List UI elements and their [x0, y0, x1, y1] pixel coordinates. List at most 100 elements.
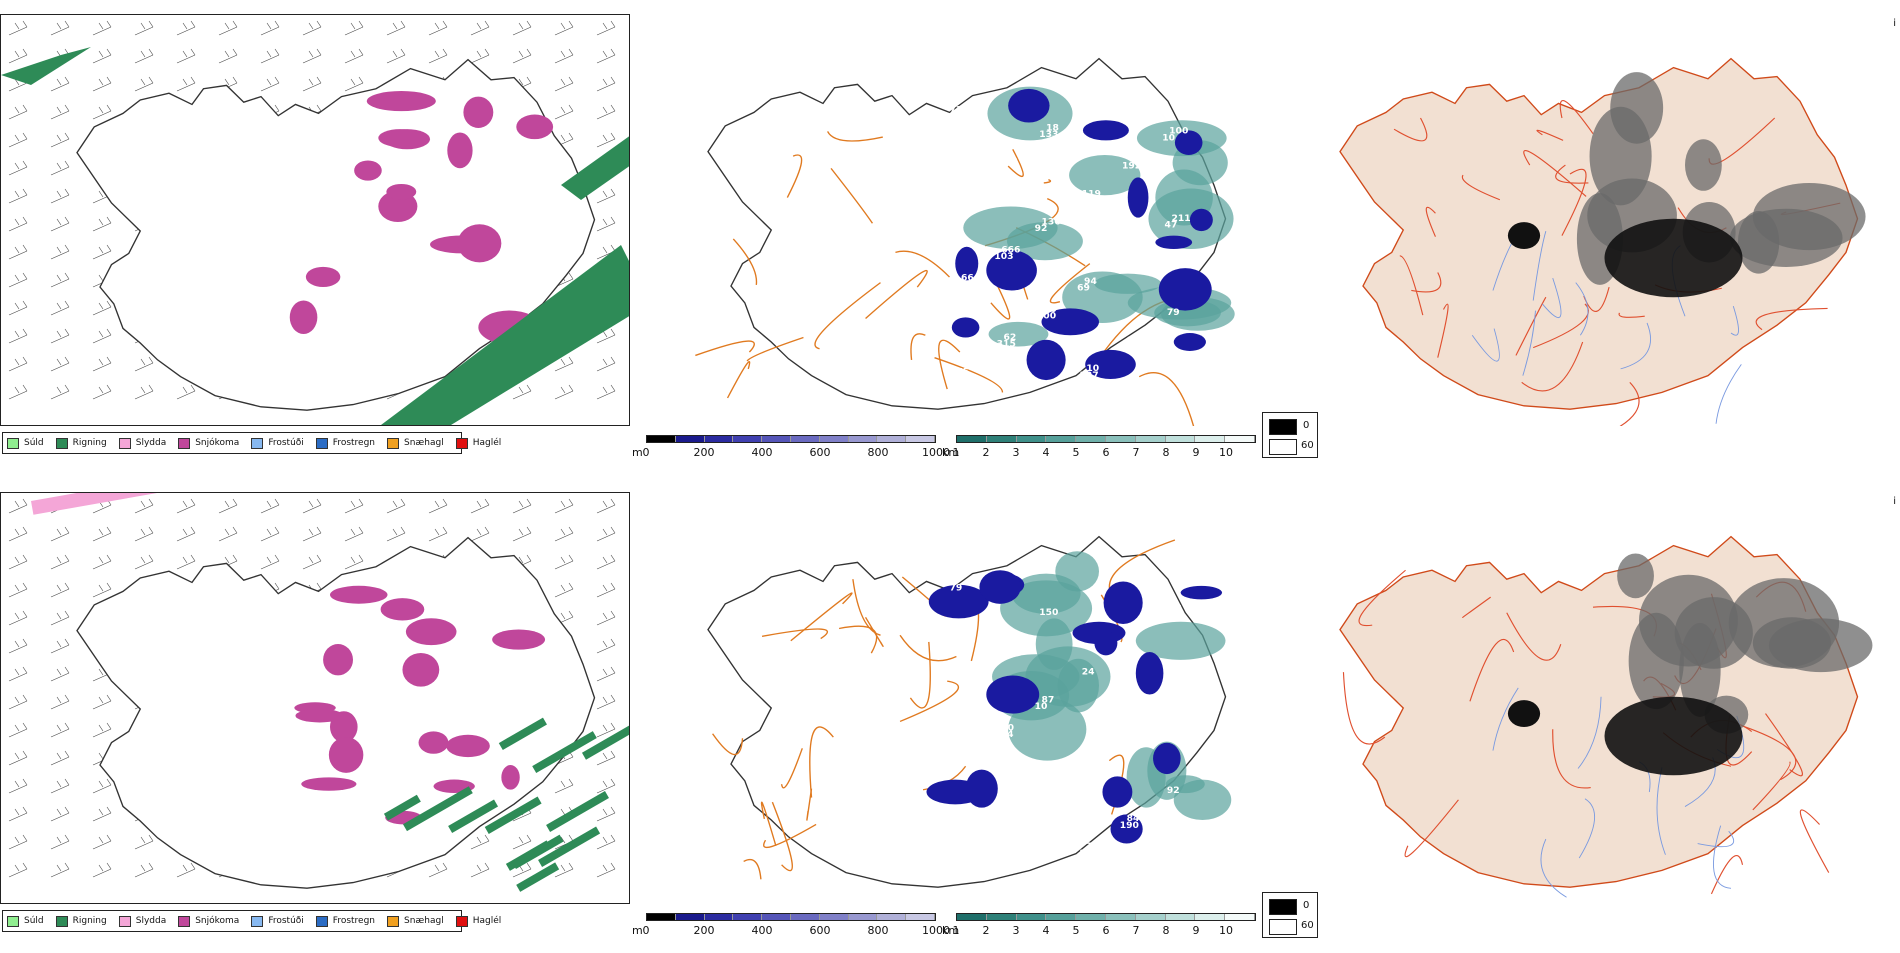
visibility-scale: km 1 2 3 4 5 6 7 8 9 10 [942, 435, 1262, 461]
color-bar-segment [848, 914, 878, 920]
ceiling-label: 136 [1042, 217, 1061, 227]
precip-legend-swatch [455, 437, 468, 449]
color-bar-segment [675, 914, 705, 920]
visibility-panel: UWC/DINI ISL IT: 26.01.2026 15Z VT: Mið.… [632, 478, 1262, 948]
precip-legend-label: Snjókoma [195, 438, 240, 448]
ceiling-label: 79 [956, 846, 969, 856]
precip-legend-item: Rigning [55, 437, 107, 449]
scale-tick: 8 [1162, 446, 1170, 459]
visibility-map: 73 86 92 69 18 10 16 103 100 327 192 47 151 315 133 119… [632, 14, 1262, 426]
scale-tick: 1000 [922, 924, 950, 937]
scale-tick: 2 [982, 446, 990, 459]
color-bar-segment [1195, 914, 1226, 920]
ceiling-label: 190 [1120, 821, 1139, 831]
scale-tick: 0 [642, 924, 650, 937]
ceiling-label: 111 [1077, 762, 1096, 772]
precip-legend-label: Frostregn [332, 438, 376, 448]
precip-legend-label: Slydda [135, 916, 167, 926]
precip-legend-label: Haglél [472, 916, 502, 926]
color-bar-segment [1135, 436, 1166, 442]
cloud-legend-swatch-60 [1269, 439, 1297, 455]
precip-legend-item: Súld [7, 915, 44, 927]
color-bar-segment [647, 436, 676, 442]
precip-legend-label: Súld [24, 916, 44, 926]
ceiling-label: 666 [1001, 245, 1020, 255]
precip-legend-item: Súld [7, 437, 44, 449]
precip-legend-label: Snjókoma [195, 916, 240, 926]
ceiling-label: 75 [956, 368, 969, 378]
ceiling-label: 78 [1124, 727, 1137, 737]
precip-legend-label: Snæhagl [404, 438, 444, 448]
color-bar [646, 913, 936, 921]
scale-tick: 10 [1219, 446, 1233, 459]
ceiling-label: 119 [1082, 189, 1101, 199]
ceiling-label: 18 [1086, 842, 1099, 852]
scale-unit: m [632, 446, 643, 459]
ceiling-labels: 73 86 92 69 18 10 16 103 100 327 192 47 151 315 133 119… [950, 105, 1191, 380]
precip-legend-label: Frostúði [268, 916, 304, 926]
precip-legend-item: Frostregn [315, 915, 375, 927]
fog-core [1604, 218, 1743, 298]
ceiling-label: 52 [1124, 249, 1137, 259]
scale-tick: 5 [1072, 446, 1080, 459]
precip-legend: Súld Rigning Slydda Snjókoma Frostúði Frostre… [2, 910, 501, 932]
fog-areas [1507, 72, 1866, 298]
precip-legend-swatch [118, 915, 131, 927]
color-bar [646, 435, 936, 443]
color-bar-segment [1225, 436, 1255, 442]
precip-legend-item: Rigning [55, 915, 107, 927]
scale-unit: km [942, 446, 960, 459]
color-bar-segment [1105, 436, 1136, 442]
precip-legend-swatch [455, 915, 468, 927]
ceiling-labels: 79 63 10 111 190 190 21 224 11 26 53 92 130 97 150 24 78… [950, 583, 1182, 858]
color-bar-segment [790, 914, 820, 920]
precip-map [0, 492, 630, 904]
rain-areas [31, 493, 629, 892]
scale-tick: 5 [1072, 924, 1080, 937]
ceiling-label: 63 [992, 643, 1005, 653]
ceiling-label: 130 [954, 758, 973, 768]
color-bar-segment [957, 914, 987, 920]
cloud-legend-label-0: 0 [1303, 420, 1310, 431]
ceiling-label: 80 [1044, 305, 1057, 315]
ceiling-label: 21 [952, 671, 965, 681]
ceiling-label: 97 [997, 818, 1010, 828]
snow-areas [294, 585, 546, 825]
ceiling-label: 10 [1162, 133, 1175, 143]
color-bar-segment [986, 436, 1017, 442]
scale-tick: 200 [693, 924, 715, 937]
ceiling-label: 82 [999, 636, 1012, 646]
snow-areas [289, 91, 554, 345]
ceiling-label: 60 [1001, 723, 1014, 733]
ceiling-label: 84 [1127, 814, 1140, 824]
ceiling-label: 66 [961, 273, 974, 283]
ceiling-label: 18 [1120, 343, 1133, 353]
ceiling-scale: m 0 200 400 600 800 1000 [632, 913, 950, 939]
ceiling-label: 69 [1077, 284, 1090, 294]
scale-tick: 400 [751, 924, 773, 937]
fog-areas [1507, 553, 1873, 776]
fog-core [1604, 696, 1743, 776]
color-bar-segment [906, 436, 935, 442]
precip-legend-item: Snjókoma [178, 915, 240, 927]
color-bar-segment [848, 436, 878, 442]
precip-legend-item: Frostregn [315, 437, 376, 449]
precip-legend-swatch [55, 915, 68, 927]
color-bar-segment [1195, 436, 1226, 442]
rain-areas [1, 47, 629, 425]
ceiling-label: 16 [952, 193, 965, 203]
ceiling-label: 190 [1162, 611, 1181, 621]
ceiling-label: 18 [1046, 123, 1059, 133]
precip-legend-item: Haglél [455, 915, 502, 927]
precip-legend-item: Slydda [118, 915, 167, 927]
ceiling-label: 10 [1086, 364, 1099, 374]
color-bar-segment [1076, 436, 1106, 442]
precip-legend-swatch [178, 437, 191, 449]
precip-legend-swatch [55, 437, 68, 449]
scale-tick: 8 [1162, 924, 1170, 937]
cloud-legend-swatch-0 [1269, 419, 1297, 435]
precip-legend-swatch [387, 915, 400, 927]
color-bar-segment [1165, 914, 1196, 920]
ceiling-label: 86 [1169, 605, 1182, 615]
precip-legend-swatch [7, 915, 19, 927]
